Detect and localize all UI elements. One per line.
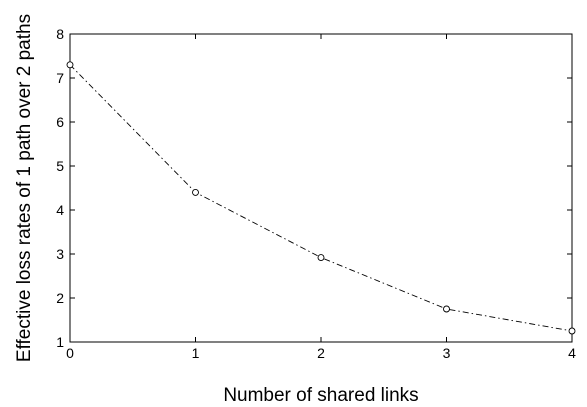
y-tick-label: 4 [56,202,64,218]
y-tick-label: 2 [56,290,64,306]
data-point [66,61,74,69]
plot-frame [69,33,573,343]
x-tick-label: 0 [66,345,74,361]
series-line [69,64,573,332]
y-tick-label: 1 [56,334,64,350]
y-tick-label: 3 [56,246,64,262]
x-axis-label: Number of shared links [223,385,418,406]
data-point [443,305,450,313]
y-axis-ticks: 1 2 3 4 5 6 7 8 [56,26,572,350]
x-tick-label: 1 [192,345,200,361]
x-tick-label: 2 [317,345,325,361]
x-tick-label: 3 [443,345,451,361]
y-tick-label: 8 [56,26,64,42]
x-axis-ticks: 0 1 2 3 4 [66,34,576,361]
y-axis-label: Effective loss rates of 1 path over 2 pa… [14,14,35,362]
data-point [317,254,325,261]
x-tick-label: 4 [568,345,576,361]
data-point [568,327,576,335]
data-point [192,188,199,196]
y-tick-label: 5 [56,158,64,174]
y-tick-label: 6 [56,114,64,130]
y-tick-label: 7 [56,70,64,86]
series-layer [66,61,576,335]
